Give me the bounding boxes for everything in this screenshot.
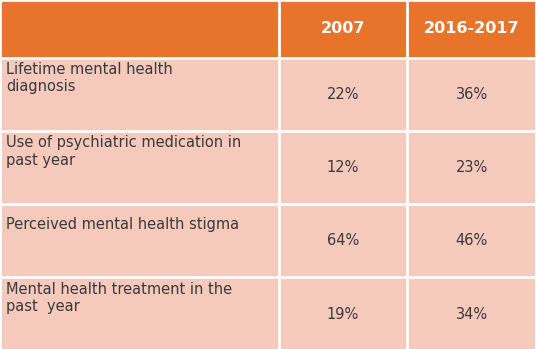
Bar [407, 277, 536, 349]
Text: 22%: 22% [327, 87, 359, 102]
Text: 2007: 2007 [321, 21, 366, 36]
Bar [407, 131, 536, 204]
Bar [279, 58, 407, 131]
Text: 46%: 46% [456, 233, 488, 248]
Bar [0, 277, 279, 349]
Bar [0, 131, 279, 204]
Text: 36%: 36% [456, 87, 488, 102]
Text: 19%: 19% [327, 307, 359, 321]
Bar [407, 0, 536, 58]
Bar [279, 204, 407, 277]
Text: 23%: 23% [456, 160, 488, 175]
Bar [0, 204, 279, 277]
Bar [279, 0, 407, 58]
Text: Lifetime mental health
diagnosis: Lifetime mental health diagnosis [6, 62, 173, 94]
Bar [407, 58, 536, 131]
Text: Use of psychiatric medication in
past year: Use of psychiatric medication in past ye… [6, 135, 242, 168]
Bar [0, 0, 279, 58]
Text: 12%: 12% [327, 160, 359, 175]
Bar [407, 204, 536, 277]
Text: Mental health treatment in the
past  year: Mental health treatment in the past year [6, 282, 233, 314]
Text: 34%: 34% [456, 307, 488, 321]
Text: Perceived mental health stigma: Perceived mental health stigma [6, 217, 240, 232]
Text: 2016-2017: 2016-2017 [424, 21, 519, 36]
Bar [279, 277, 407, 349]
Bar [0, 58, 279, 131]
Bar [279, 131, 407, 204]
Text: 64%: 64% [327, 233, 359, 248]
